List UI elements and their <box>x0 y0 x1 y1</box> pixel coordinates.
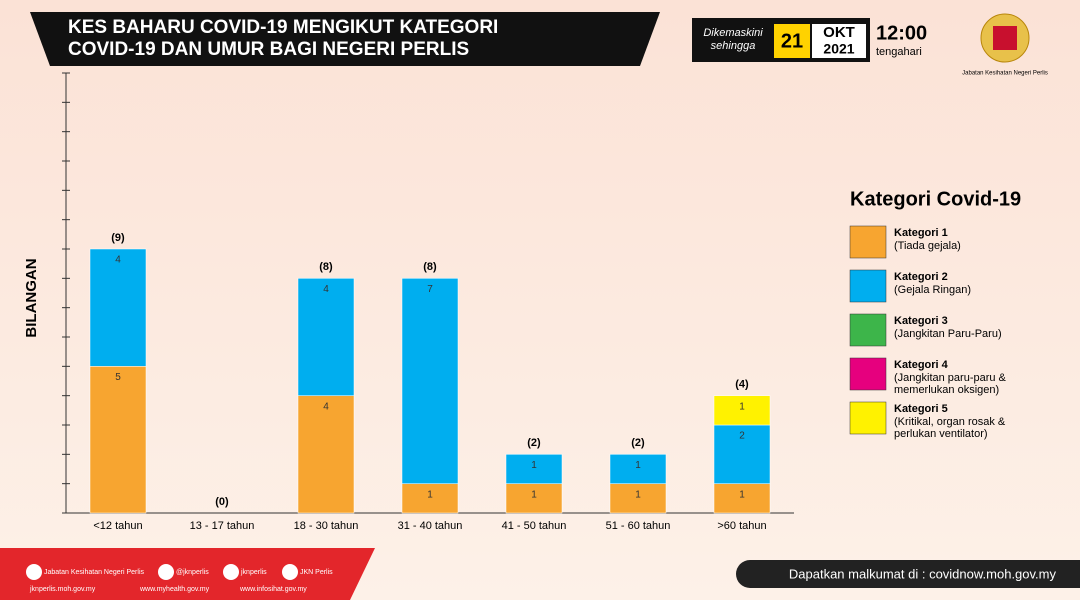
segment-label: 2 <box>739 431 745 442</box>
updated-label: Dikemaskini <box>703 27 763 39</box>
bar-segment <box>89 248 147 367</box>
bar-segment <box>401 278 459 484</box>
legend-description: (Tiada gejala) <box>894 240 961 252</box>
y-axis-label: BILANGAN <box>23 258 40 337</box>
segment-label: 1 <box>635 489 641 500</box>
segment-label: 5 <box>115 372 121 383</box>
title-banner <box>30 12 660 66</box>
legend-description: (Kritikal, organ rosak & <box>894 416 1006 428</box>
legend-name: Kategori 5 <box>894 403 948 415</box>
legend-swatch <box>849 401 887 435</box>
info-banner <box>736 560 1080 588</box>
segment-label: 4 <box>115 255 121 266</box>
legend-description: (Jangkitan Paru-Paru) <box>894 328 1002 340</box>
icon <box>282 564 298 580</box>
info-text: Dapatkan malkumat di : covidnow.moh.gov.… <box>789 566 1057 581</box>
total-label: (2) <box>527 437 541 449</box>
legend-name: Kategori 1 <box>894 227 948 239</box>
legend-description: (Gejala Ringan) <box>894 284 971 296</box>
total-label: (8) <box>319 261 333 273</box>
bar-segment <box>609 483 667 514</box>
footer-banner <box>0 548 375 600</box>
legend-description: (Jangkitan paru-paru & <box>894 372 1007 384</box>
social-text: JKN Perlis <box>300 569 333 576</box>
social-text: jknperlis <box>240 569 267 576</box>
x-tick-label: 18 - 30 tahun <box>294 520 359 532</box>
legend-name: Kategori 3 <box>894 315 948 327</box>
total-label: (2) <box>631 437 645 449</box>
icon <box>158 564 174 580</box>
time-period: tengahari <box>876 46 922 58</box>
date-day: 21 <box>781 30 803 52</box>
x-tick-label: <12 tahun <box>93 520 142 532</box>
legend-swatch <box>849 225 887 259</box>
chart-title: KES BAHARU COVID-19 MENGIKUT KATEGORI <box>68 17 498 38</box>
bar-segment <box>713 395 771 426</box>
bar-segment <box>297 395 355 514</box>
social-icons <box>26 564 298 580</box>
legend-title: Kategori Covid-19 <box>850 188 1021 210</box>
segment-label: 7 <box>427 284 433 295</box>
bar-segment <box>505 483 563 514</box>
day-box <box>774 24 810 58</box>
month-box <box>812 24 866 58</box>
x-tick-label: 51 - 60 tahun <box>606 520 671 532</box>
link: www.infosihat.gov.my <box>239 586 307 593</box>
x-tick-label: 13 - 17 tahun <box>190 520 255 532</box>
bar-segment <box>609 454 667 484</box>
segment-label: 1 <box>427 489 433 500</box>
link: www.myhealth.gov.my <box>139 586 210 593</box>
icon <box>26 564 42 580</box>
legend-description: memerlukan oksigen) <box>894 384 999 396</box>
legend-name: Kategori 4 <box>894 359 949 371</box>
segment-label: 1 <box>531 460 537 471</box>
date-month: OKT <box>823 24 855 41</box>
bar-segment <box>297 278 355 396</box>
x-tick-label: 31 - 40 tahun <box>398 520 463 532</box>
emblem-shield <box>993 26 1017 50</box>
legend-name: Kategori 2 <box>894 271 948 283</box>
segment-label: 1 <box>739 401 745 412</box>
updated-label: sehingga <box>711 40 756 52</box>
legend-swatch <box>849 269 887 303</box>
link: jknperlis.moh.gov.my <box>29 586 96 593</box>
segment-label: 1 <box>531 489 537 500</box>
total-label: (0) <box>215 496 229 508</box>
x-tick-label: 41 - 50 tahun <box>502 520 567 532</box>
total-label: (8) <box>423 261 437 273</box>
total-label: (4) <box>735 379 749 391</box>
x-tick-label: >60 tahun <box>717 520 766 532</box>
segment-label: 4 <box>323 401 329 412</box>
bar-segment <box>89 366 147 514</box>
legend-description: perlukan ventilator) <box>894 428 988 440</box>
agency: Jabatan Kesihatan Negeri Perlis <box>962 71 1048 77</box>
social-text: Jabatan Kesihatan Negeri Perlis <box>44 569 145 576</box>
date-year: 2021 <box>823 41 854 57</box>
social-text: @jknperlis <box>176 569 209 576</box>
bar-segment <box>401 483 459 514</box>
icon <box>223 564 239 580</box>
time: 12:00 <box>876 22 927 44</box>
total-label: (9) <box>111 232 125 244</box>
legend-swatch <box>849 357 887 391</box>
legend-swatch <box>849 313 887 347</box>
segment-label: 4 <box>323 284 329 295</box>
chart-title: COVID-19 DAN UMUR BAGI NEGERI PERLIS <box>68 39 469 60</box>
segment-label: 1 <box>635 460 641 471</box>
bar-segment <box>505 454 563 484</box>
segment-label: 1 <box>739 489 745 500</box>
